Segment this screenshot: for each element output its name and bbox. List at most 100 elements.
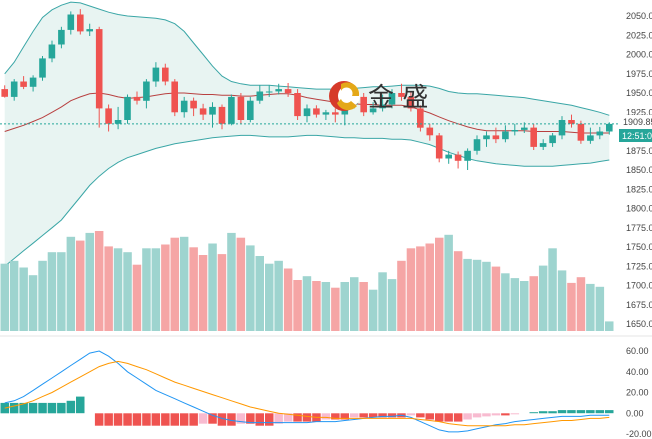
volume-bar — [47, 252, 57, 331]
volume-bar — [548, 248, 557, 331]
candle-body — [256, 91, 264, 101]
price-tick-label: 1925.00 — [626, 107, 652, 117]
volume-bar — [463, 258, 472, 331]
macd-hist-bar — [416, 413, 425, 418]
volume-bar — [397, 260, 406, 331]
candle-body — [303, 108, 311, 117]
candle-body — [199, 108, 207, 115]
price-axis: 2050.00 2025.00 2000.00 1975.00 1950.00 1925.… — [626, 11, 652, 329]
macd-hist-bar — [501, 413, 510, 416]
candle-body — [596, 131, 604, 136]
price-tick-label: 1725.00 — [626, 261, 652, 271]
macd-hist-bar — [161, 413, 170, 426]
macd-hist-bar — [274, 413, 283, 424]
macd-hist-bar — [76, 396, 85, 414]
candle-body — [143, 81, 150, 101]
candle-body — [606, 123, 613, 132]
macd-tick-label: 0.00 — [626, 408, 644, 418]
volume-bar — [179, 236, 189, 331]
macd-hist-bar — [491, 413, 501, 416]
candle-body — [29, 77, 37, 87]
candle-body — [171, 81, 178, 113]
volume-bar — [331, 287, 340, 331]
macd-hist-bar — [444, 413, 453, 422]
candle-body — [530, 127, 537, 147]
price-tick-label: 1675.00 — [626, 300, 652, 310]
macd-hist-bar — [340, 413, 349, 420]
macd-hist-bar — [321, 413, 331, 420]
volume-bar — [283, 268, 293, 331]
candle-body — [539, 143, 547, 147]
volume-bar — [104, 246, 113, 331]
macd-hist-bar — [132, 413, 142, 426]
macd-hist-bar — [425, 413, 434, 420]
macd-hist-bar — [529, 412, 538, 414]
macd-hist-bar — [293, 413, 302, 422]
volume-bar — [170, 237, 179, 331]
candle-body — [587, 135, 594, 141]
volume-bar — [123, 252, 132, 331]
macd-histogram — [0, 396, 614, 426]
candle-body — [114, 120, 122, 124]
macd-hist-bar — [208, 413, 217, 424]
candle-body — [483, 135, 490, 140]
volume-bar — [57, 252, 66, 331]
volume-bar — [321, 282, 331, 331]
volume-bar — [208, 243, 217, 331]
candle-body — [426, 127, 434, 136]
candle-body — [58, 29, 65, 45]
macd-hist-bar — [28, 402, 38, 414]
candle-body — [558, 120, 566, 136]
volume-bar — [368, 289, 378, 331]
volume-bar — [538, 265, 548, 331]
macd-hist-bar — [472, 413, 482, 418]
price-tick-label: 1700.00 — [626, 281, 652, 291]
volume-bar — [501, 273, 510, 331]
candle-body — [20, 81, 27, 87]
candle-body — [10, 81, 18, 97]
volume-bar — [605, 321, 614, 331]
macd-axis: 60.00 40.00 20.00 0.00 -20.00 — [626, 346, 652, 439]
volume-bar — [0, 263, 9, 331]
candle-body — [247, 100, 254, 120]
macd-hist-bar — [19, 402, 28, 414]
candle-body — [1, 89, 8, 97]
volume-bar — [482, 261, 491, 331]
last-price-tag-bg — [619, 115, 652, 128]
candle-body — [407, 96, 415, 109]
macd-hist-bar — [227, 413, 236, 426]
macd-hist-bar — [510, 413, 520, 415]
candle-body — [332, 112, 339, 115]
macd-tick-label: -20.00 — [626, 429, 652, 439]
volume-bar — [38, 260, 47, 331]
logo-emblem-gold — [341, 82, 360, 96]
candle-body — [464, 150, 471, 161]
volume-bar — [76, 240, 85, 331]
price-tick-label: 2050.00 — [626, 11, 652, 21]
volume-bar — [576, 277, 586, 331]
countdown-label: 12:51:04 — [622, 131, 652, 141]
candle-body — [511, 130, 519, 132]
macd-hist-bar — [482, 413, 491, 417]
candle-body — [473, 139, 481, 151]
macd-hist-bar — [586, 410, 595, 414]
macd-hist-bar — [198, 413, 208, 424]
macd-hist-bar — [47, 402, 57, 414]
candle-body — [237, 96, 245, 120]
macd-hist-bar — [142, 413, 151, 426]
macd-hist-bar — [66, 400, 76, 414]
volume-bar — [9, 260, 19, 331]
volume-bar — [529, 276, 538, 331]
macd-hist-bar — [38, 402, 47, 414]
macd-hist-bar — [302, 413, 312, 422]
candle-body — [284, 89, 292, 93]
macd-hist-bar — [94, 413, 104, 426]
candle-body — [294, 93, 301, 117]
candle-body — [435, 135, 443, 159]
volume-bars — [0, 231, 614, 331]
volume-bar — [472, 259, 482, 331]
volume-bar — [113, 248, 123, 331]
candle-body — [521, 127, 528, 130]
volume-bar — [151, 248, 161, 331]
price-tick-label: 1800.00 — [626, 204, 652, 214]
